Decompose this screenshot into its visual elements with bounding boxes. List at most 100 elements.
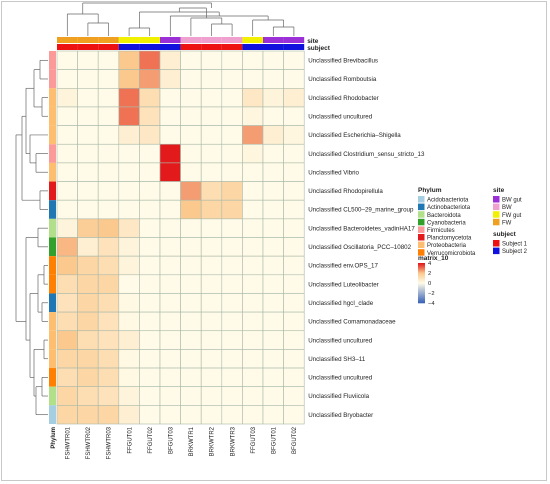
heatmap-cell [56,367,78,387]
column-label: BFGUT03 [169,426,175,454]
phylum-legend-label: Cyanobacteria [427,220,466,226]
phylum-legend-label: Firmicutes [427,228,455,234]
heatmap-cell [180,367,202,387]
site-legend-swatch [493,211,500,218]
heatmap-cell [200,50,223,70]
heatmap-cell [118,181,140,201]
heatmap-cell [242,106,264,126]
site-annotation-cell [160,37,181,43]
heatmap-cell [118,386,140,406]
subject-annotation-cell [242,44,263,50]
color-scale-segment [418,295,425,297]
heatmap-cell [139,162,161,182]
heatmap-cell [283,50,305,70]
heatmap-cell [97,106,120,126]
heatmap-cell [262,181,284,201]
heatmap-cell [139,69,161,89]
heatmap-cell [221,181,243,201]
heatmap-cell [262,50,284,70]
color-scale-segment [418,300,425,302]
heatmap-cell [77,293,99,313]
heatmap-cell [159,218,181,238]
phylum-legend-label: Bacteroidota [427,213,461,219]
heatmap-cell [262,143,284,164]
color-scale-segment [418,272,425,274]
color-scale-segment [418,271,425,273]
heatmap-cell [159,199,181,220]
site-annotation-cell [139,37,160,43]
phylum-annotation-cell [49,386,56,406]
phylum-annotation-cell [49,330,56,350]
column-label: FSHWTR01 [66,426,72,459]
phylum-axis-label: Phylum [51,427,57,449]
heatmap-cell [180,237,202,257]
heatmap-cell [77,50,99,70]
phylum-annotation-cell [49,218,56,238]
heatmap-cell [159,143,181,164]
row-label: Unclassified uncultured [308,375,373,382]
row-label: Unclassified Clostridium_sensu_stricto_1… [308,151,425,158]
column-label: BRKWTR2 [210,426,216,456]
heatmap-cell [221,349,243,369]
row-label: Unclassified uncultured [308,337,373,344]
heatmap-cell [118,274,140,294]
color-scale-segment [418,290,425,292]
color-scale-segment [418,289,425,291]
heatmap-cell [159,330,181,350]
color-scale-segment [418,269,425,271]
color-scale-segment [418,264,425,266]
heatmap-cell [118,255,140,276]
heatmap-cell [118,237,140,257]
heatmap-cell [262,367,284,387]
phylum-annotation-cell [49,312,56,331]
phylum-legend-swatch [418,211,425,218]
row-label: Unclassified hgcI_clade [308,300,374,307]
heatmap-cell [77,162,99,182]
heatmap-cell [56,311,78,332]
heatmap-cell [242,274,264,294]
heatmap-cell [221,293,243,313]
phylum-annotation-cell [49,181,56,201]
heatmap-cell [242,50,264,70]
heatmap-cell [97,125,120,145]
heatmap-cell [77,143,99,164]
row-label: Unclassified Brevibacillus [308,58,378,65]
heatmap-cell [139,274,161,294]
heatmap-cell [221,405,243,425]
heatmap-cell [221,237,243,257]
heatmap-cell [180,274,202,294]
heatmap-cell [118,349,140,369]
heatmap-cell [200,143,223,164]
subject-annotation-cell [263,44,284,50]
heatmap-cell [159,125,181,145]
heatmap-cell [262,293,284,313]
heatmap-cell [283,349,305,369]
heatmap-cell [262,237,284,257]
heatmap-cell [97,143,120,164]
heatmap-cell [221,50,243,70]
heatmap-cell [200,274,223,294]
subject-legend-swatch [493,240,500,247]
phylum-annotation-cell [49,125,56,145]
subject-annotation-cell [57,44,78,50]
heatmap-cell [159,255,181,276]
heatmap-cell [77,218,99,238]
color-scale-segment [418,291,425,293]
heatmap-cell [118,162,140,182]
heatmap-cell [242,218,264,238]
subject-annotation-cell [98,44,119,50]
heatmap-cell [221,311,243,332]
color-scale-segment [418,263,425,265]
heatmap-cell [139,311,161,332]
site-annotation-cell [57,37,78,43]
site-annotation-cell [242,37,263,43]
color-scale-tick-label: −4 [428,301,435,307]
heatmap-cell [56,274,78,294]
color-scale-segment [418,270,425,272]
color-scale-segment [418,266,425,268]
phylum-legend-title: Phylum [418,187,442,194]
color-scale-segment [418,302,425,304]
column-label: BRKWTR1 [189,426,195,456]
heatmap-cell [159,106,181,126]
